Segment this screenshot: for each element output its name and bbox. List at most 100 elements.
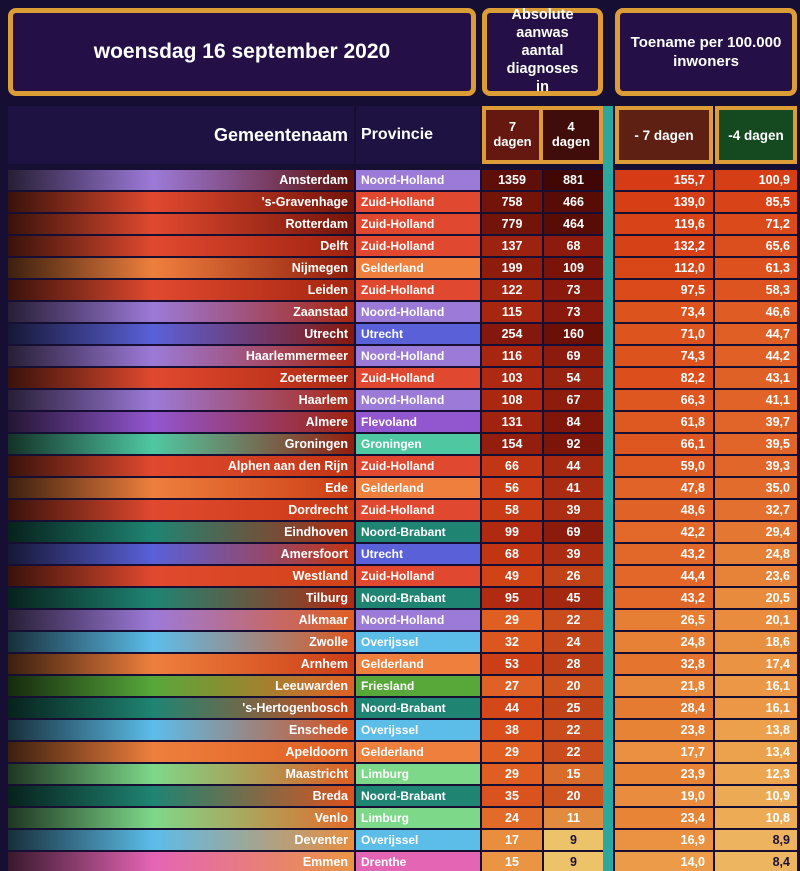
diagnoses-7d-cell: 103 [482, 368, 542, 388]
diagnoses-4d-cell: 20 [544, 676, 603, 696]
column-header-provincie: Provincie [356, 106, 480, 164]
diagnoses-4d-cell: 22 [544, 742, 603, 762]
toename-4d-cell: 18,6 [715, 632, 797, 652]
toename-4d-cell: 10,8 [715, 808, 797, 828]
stripe-spacer [605, 742, 613, 762]
provincie-cell: Groningen [356, 434, 480, 454]
toename-7d-cell: 43,2 [615, 588, 713, 608]
toename-7d-cell: 21,8 [615, 676, 713, 696]
diagnoses-4d-cell: 160 [544, 324, 603, 344]
diagnoses-7d-cell: 131 [482, 412, 542, 432]
gemeente-cell: Zaanstad [8, 302, 354, 322]
toename-7d-cell: 66,3 [615, 390, 713, 410]
diagnoses-7d-cell: 758 [482, 192, 542, 212]
gemeente-cell: Haarlemmermeer [8, 346, 354, 366]
gemeente-cell: Venlo [8, 808, 354, 828]
toename-7d-cell: 16,9 [615, 830, 713, 850]
toename-4d-cell: 35,0 [715, 478, 797, 498]
provincie-cell: Zuid-Holland [356, 236, 480, 256]
diagnoses-7d-cell: 108 [482, 390, 542, 410]
provincie-cell: Gelderland [356, 654, 480, 674]
gemeente-cell: Apeldoorn [8, 742, 354, 762]
diagnoses-7d-cell: 115 [482, 302, 542, 322]
stripe-spacer [605, 588, 613, 608]
per-100k-group-header: Toename per 100.000 inwoners [630, 33, 782, 71]
gemeente-cell: Dordrecht [8, 500, 354, 520]
toename-7d-cell: 119,6 [615, 214, 713, 234]
stripe-spacer [605, 214, 613, 234]
diagnoses-7d-cell: 122 [482, 280, 542, 300]
diagnoses-7d-cell: 66 [482, 456, 542, 476]
stripe-spacer [605, 500, 613, 520]
provincie-cell: Overijssel [356, 720, 480, 740]
diagnoses-4d-cell: 45 [544, 588, 603, 608]
stripe-spacer [605, 720, 613, 740]
diagnoses-7d-cell: 95 [482, 588, 542, 608]
diagnoses-7d-cell: 68 [482, 544, 542, 564]
gemeente-cell: Enschede [8, 720, 354, 740]
toename-4d-cell: 44,7 [715, 324, 797, 344]
teal-separator-stripe [603, 106, 613, 871]
stripe-spacer [605, 478, 613, 498]
diagnoses-7d-cell: 137 [482, 236, 542, 256]
gemeente-cell: Tilburg [8, 588, 354, 608]
provincie-cell: Noord-Brabant [356, 786, 480, 806]
toename-7d-cell: 61,8 [615, 412, 713, 432]
diagnoses-4d-cell: 73 [544, 302, 603, 322]
gemeente-cell: Groningen [8, 434, 354, 454]
provincie-cell: Drenthe [356, 852, 480, 871]
diagnoses-7d-cell: 1359 [482, 170, 542, 190]
stripe-spacer [605, 412, 613, 432]
gemeente-cell: Leeuwarden [8, 676, 354, 696]
toename-4d-cell: 100,9 [715, 170, 797, 190]
provincie-cell: Gelderland [356, 742, 480, 762]
diagnoses-7d-cell: 29 [482, 610, 542, 630]
diagnoses-4d-cell: 464 [544, 214, 603, 234]
toename-4d-cell: 16,1 [715, 676, 797, 696]
toename-4d-cell: 12,3 [715, 764, 797, 784]
provincie-cell: Zuid-Holland [356, 500, 480, 520]
toename-4d-cell: 13,4 [715, 742, 797, 762]
toename-7d-cell: 42,2 [615, 522, 713, 542]
diagnoses-4d-cell: 84 [544, 412, 603, 432]
toename-4d-cell: 20,1 [715, 610, 797, 630]
diagnoses-4d-cell: 15 [544, 764, 603, 784]
provincie-cell: Zuid-Holland [356, 456, 480, 476]
gemeente-cell: Rotterdam [8, 214, 354, 234]
provincie-cell: Noord-Brabant [356, 698, 480, 718]
toename-4d-cell: 23,6 [715, 566, 797, 586]
stripe-spacer [605, 698, 613, 718]
stripe-spacer [605, 544, 613, 564]
toename-7d-cell: 32,8 [615, 654, 713, 674]
diagnoses-4d-cell: 39 [544, 544, 603, 564]
toename-4d-cell: 8,9 [715, 830, 797, 850]
per-100k-group-header-box: Toename per 100.000 inwoners [615, 8, 797, 96]
provincie-cell: Limburg [356, 764, 480, 784]
diagnoses-4d-cell: 25 [544, 698, 603, 718]
diagnoses-7d-cell: 17 [482, 830, 542, 850]
column-header-toename-4-dagen: -4 dagen [715, 106, 797, 164]
column-header-7-dagen: 7 dagen [486, 110, 543, 160]
provincie-cell: Gelderland [356, 478, 480, 498]
stripe-spacer [605, 632, 613, 652]
stripe-spacer [605, 830, 613, 850]
stripe-spacer [605, 764, 613, 784]
stripe-spacer [605, 610, 613, 630]
toename-4d-cell: 58,3 [715, 280, 797, 300]
provincie-cell: Zuid-Holland [356, 280, 480, 300]
stripe-spacer [605, 324, 613, 344]
toename-7d-cell: 43,2 [615, 544, 713, 564]
toename-7d-cell: 82,2 [615, 368, 713, 388]
gemeente-cell: Almere [8, 412, 354, 432]
diagnoses-4d-cell: 41 [544, 478, 603, 498]
diagnoses-4d-cell: 39 [544, 500, 603, 520]
toename-7d-cell: 112,0 [615, 258, 713, 278]
column-header-4-dagen: 4 dagen [543, 110, 599, 160]
diagnoses-4d-cell: 11 [544, 808, 603, 828]
diagnoses-4d-cell: 54 [544, 368, 603, 388]
provincie-cell: Overijssel [356, 830, 480, 850]
toename-7d-cell: 132,2 [615, 236, 713, 256]
gemeente-cell: Zwolle [8, 632, 354, 652]
toename-7d-cell: 74,3 [615, 346, 713, 366]
